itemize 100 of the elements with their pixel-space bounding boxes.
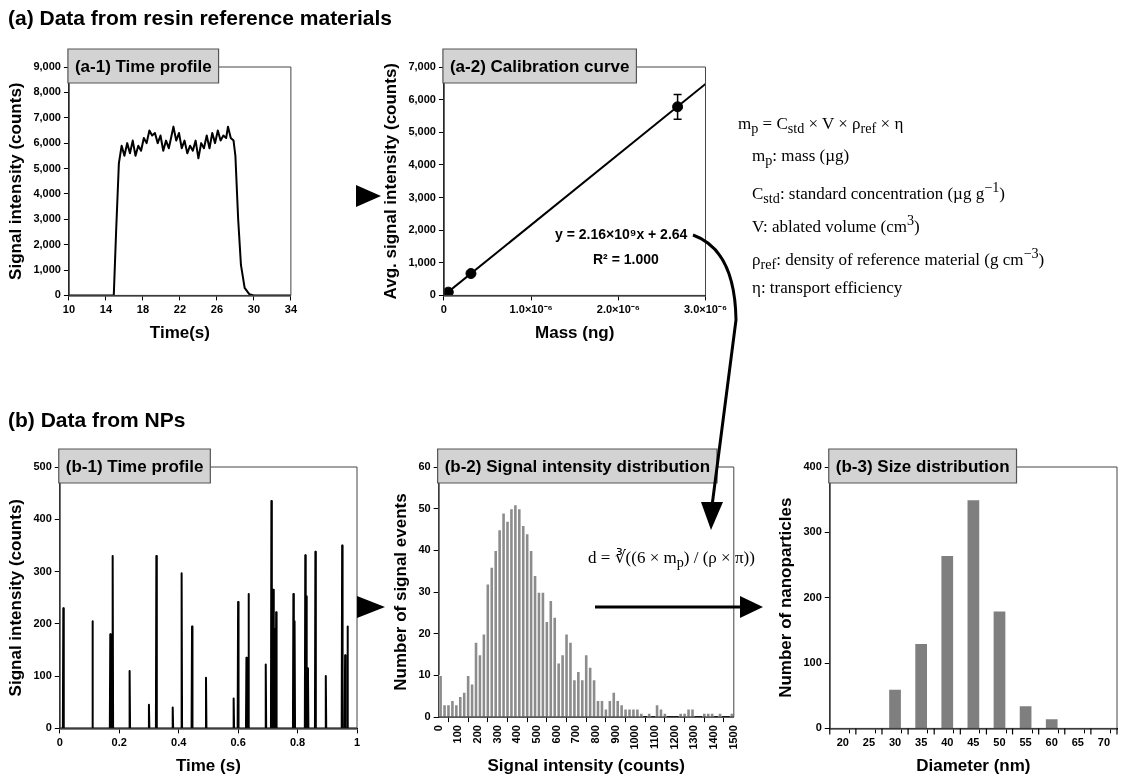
x-tick-label: 3.0×10⁻⁶ — [683, 303, 727, 316]
annotation: y = 2.16×10⁹x + 2.64 — [555, 226, 688, 243]
y-tick-label: 0 — [54, 288, 61, 301]
text: C$_{std}$: standard concentration (µg g$^{−1}$) — [752, 179, 1005, 207]
x-tick-label: 400 — [510, 725, 523, 744]
text: V: ablated volume (cm$^{3}$) — [752, 212, 920, 237]
x-tick-label: 40 — [941, 736, 954, 749]
y-tick-label: 4,000 — [408, 157, 436, 170]
x-tick-label: 34 — [284, 303, 298, 316]
y-tick-label: 8,000 — [33, 85, 61, 98]
annotation: d = ∛((6 × m$_{p}$) / (ρ × π)) — [588, 548, 755, 571]
x-tick-label: 50 — [993, 736, 1006, 749]
y-tick-label: 500 — [33, 460, 52, 473]
annotation: R² = 1.000 — [593, 251, 659, 268]
x-tick-label: 18 — [136, 303, 150, 316]
y-tick-label: 5,000 — [408, 125, 436, 138]
y-tick-label: 4,000 — [33, 186, 61, 199]
x-tick-label: 20 — [836, 736, 849, 749]
x-tick-label: 60 — [1045, 736, 1058, 749]
chart-title: (a-1) Time profile — [74, 56, 212, 76]
y-tick-label: 3,000 — [408, 190, 436, 203]
x-tick-label: 1200 — [667, 725, 680, 750]
y-tick-label: 1,000 — [33, 263, 61, 276]
x-tick-label: 2.0×10⁻⁶ — [596, 303, 640, 316]
point — [465, 268, 477, 280]
y-tick-label: 7,000 — [33, 110, 61, 123]
chart-title: (b-3) Size distribution — [835, 456, 1010, 476]
x-tick-label: 0 — [440, 303, 447, 316]
x-tick-label: 0.4 — [171, 736, 188, 749]
y-tick-label: 0 — [429, 288, 436, 301]
x-tick-label: 900 — [608, 725, 621, 744]
x-axis-title: Signal intensity (counts) — [487, 756, 685, 776]
text: η: transport efficiency — [752, 278, 903, 298]
point — [672, 101, 684, 113]
chart-title: (b-1) Time profile — [65, 456, 204, 476]
y-tick-label: 9,000 — [33, 60, 61, 73]
y-tick-label: 20 — [418, 626, 431, 639]
x-tick-label: 55 — [1019, 736, 1032, 749]
y-tick-label: 6,000 — [33, 136, 61, 149]
text: m$_{p}$: mass (µg) — [752, 146, 850, 169]
x-tick-label: 10 — [62, 303, 76, 316]
x-tick-label: 800 — [589, 725, 602, 744]
y-tick-label: 400 — [33, 512, 52, 525]
y-tick-label: 50 — [418, 501, 431, 514]
x-tick-label: 25 — [862, 736, 876, 749]
y-tick-label: 60 — [418, 460, 431, 473]
text: (a) Data from resin reference materials — [8, 6, 392, 31]
y-tick-label: 400 — [803, 460, 822, 473]
y-axis-title: Number of signal events — [390, 493, 410, 691]
y-tick-label: 300 — [33, 564, 52, 577]
y-axis-title: Number of nanoparticles — [775, 497, 795, 698]
x-tick-label: 0.8 — [289, 736, 306, 749]
x-tick-label: 0 — [431, 725, 444, 732]
y-tick-label: 6,000 — [408, 92, 436, 105]
y-tick-label: 300 — [803, 525, 822, 538]
x-tick-label: 0.2 — [111, 736, 127, 749]
y-tick-label: 30 — [418, 585, 431, 598]
y-tick-label: 100 — [33, 669, 52, 682]
y-tick-label: 0 — [424, 710, 431, 723]
x-tick-label: 35 — [915, 736, 928, 749]
x-tick-label: 700 — [569, 725, 582, 744]
y-tick-label: 7,000 — [408, 60, 436, 73]
y-tick-label: 10 — [418, 668, 431, 681]
x-tick-label: 1400 — [707, 725, 720, 750]
chart-title: (b-2) Signal intensity distribution — [444, 456, 711, 476]
x-tick-label: 100 — [451, 725, 464, 744]
x-axis-title: Diameter (nm) — [916, 756, 1031, 776]
y-tick-label: 3,000 — [33, 212, 61, 225]
x-tick-label: 65 — [1071, 736, 1084, 749]
x-tick-label: 500 — [530, 725, 543, 744]
y-tick-label: 200 — [33, 616, 52, 629]
y-axis-title: Signal intensity (counts) — [5, 499, 25, 697]
x-tick-label: 1300 — [687, 725, 700, 750]
point — [443, 286, 454, 296]
y-axis-title: Avg. signal intensity (counts) — [380, 62, 400, 300]
y-tick-label: 2,000 — [408, 223, 436, 236]
text: m$_{p}$ = C$_{std}$ × V × ρ$_{ref}$ × η — [738, 114, 904, 137]
x-tick-label: 1 — [353, 736, 361, 749]
x-tick-label: 200 — [471, 725, 484, 744]
y-tick-label: 1,000 — [408, 255, 436, 268]
x-tick-label: 1.0×10⁻⁶ — [509, 303, 553, 316]
x-tick-label: 1000 — [628, 725, 641, 750]
x-tick-label: 26 — [210, 303, 224, 316]
text: (b) Data from NPs — [8, 408, 186, 433]
chart-title: (a-2) Calibration curve — [449, 56, 630, 76]
y-tick-label: 40 — [418, 543, 431, 556]
x-tick-label: 300 — [490, 725, 503, 744]
x-tick-label: 22 — [173, 303, 187, 316]
x-tick-label: 30 — [247, 303, 261, 316]
x-axis-title: Time (s) — [175, 756, 241, 776]
text: ρ$_{ref}$: density of reference material (g cm$^{−3}$) — [752, 245, 1045, 273]
y-tick-label: 5,000 — [33, 161, 61, 174]
x-tick-label: 14 — [99, 303, 113, 316]
x-tick-label: 1100 — [648, 725, 661, 749]
y-tick-label: 200 — [803, 590, 822, 603]
y-tick-label: 100 — [803, 656, 822, 669]
x-tick-label: 70 — [1097, 736, 1111, 749]
y-axis-title: Signal intensity (counts) — [5, 82, 25, 280]
x-tick-label: 30 — [888, 736, 902, 749]
y-tick-label: 2,000 — [33, 237, 61, 250]
